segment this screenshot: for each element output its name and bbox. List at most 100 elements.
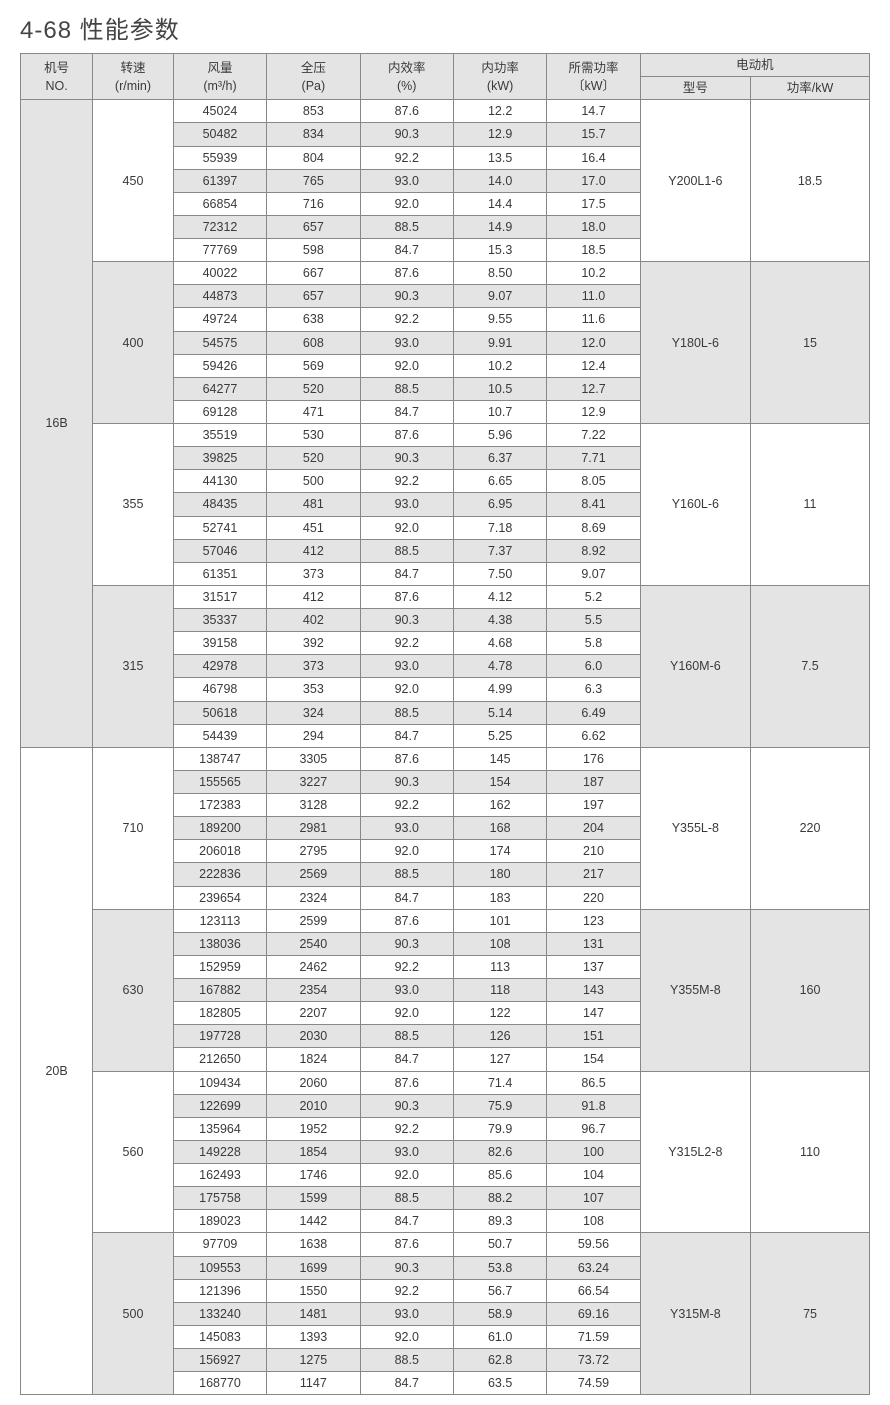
hdr-speed: 转速 (r/min) bbox=[93, 54, 174, 100]
data-cell: 7.37 bbox=[453, 539, 546, 562]
data-cell: 204 bbox=[547, 817, 640, 840]
data-cell: 92.0 bbox=[360, 1164, 453, 1187]
data-cell: 172383 bbox=[173, 794, 266, 817]
speed-cell: 560 bbox=[93, 1071, 174, 1233]
data-cell: 2324 bbox=[267, 886, 360, 909]
data-cell: 93.0 bbox=[360, 493, 453, 516]
data-cell: 93.0 bbox=[360, 655, 453, 678]
data-cell: 131 bbox=[547, 932, 640, 955]
data-cell: 8.69 bbox=[547, 516, 640, 539]
data-cell: 31517 bbox=[173, 585, 266, 608]
motor-model-cell: Y160M-6 bbox=[640, 585, 750, 747]
data-cell: 2207 bbox=[267, 1002, 360, 1025]
table-row: 50097709163887.650.759.56Y315M-875 bbox=[21, 1233, 870, 1256]
data-cell: 93.0 bbox=[360, 331, 453, 354]
data-cell: 520 bbox=[267, 447, 360, 470]
motor-model-cell: Y180L-6 bbox=[640, 262, 750, 424]
table-header: 机号 NO. 转速 (r/min) 风量 (m³/h) 全压 (Pa) 内效率 … bbox=[21, 54, 870, 100]
data-cell: 126 bbox=[453, 1025, 546, 1048]
data-cell: 71.59 bbox=[547, 1325, 640, 1348]
data-cell: 183 bbox=[453, 886, 546, 909]
data-cell: 72312 bbox=[173, 215, 266, 238]
data-cell: 90.3 bbox=[360, 609, 453, 632]
motor-model-cell: Y315L2-8 bbox=[640, 1071, 750, 1233]
data-cell: 392 bbox=[267, 632, 360, 655]
data-cell: 87.6 bbox=[360, 909, 453, 932]
data-cell: 92.0 bbox=[360, 516, 453, 539]
data-cell: 834 bbox=[267, 123, 360, 146]
data-cell: 84.7 bbox=[360, 400, 453, 423]
data-cell: 1442 bbox=[267, 1210, 360, 1233]
hdr-no-1: 机号 bbox=[44, 61, 69, 75]
motor-power-cell: 160 bbox=[751, 909, 870, 1071]
data-cell: 18.0 bbox=[547, 215, 640, 238]
data-cell: 44873 bbox=[173, 285, 266, 308]
hdr-ipow: 内功率 (kW) bbox=[453, 54, 546, 100]
data-cell: 412 bbox=[267, 539, 360, 562]
data-cell: 716 bbox=[267, 192, 360, 215]
data-cell: 3305 bbox=[267, 747, 360, 770]
hdr-rpow: 所需功率 〔kW〕 bbox=[547, 54, 640, 100]
data-cell: 84.7 bbox=[360, 886, 453, 909]
data-cell: 412 bbox=[267, 585, 360, 608]
data-cell: 1550 bbox=[267, 1279, 360, 1302]
data-cell: 92.0 bbox=[360, 1002, 453, 1025]
data-cell: 154 bbox=[453, 770, 546, 793]
data-cell: 121396 bbox=[173, 1279, 266, 1302]
data-cell: 162 bbox=[453, 794, 546, 817]
data-cell: 62.8 bbox=[453, 1349, 546, 1372]
data-cell: 88.5 bbox=[360, 215, 453, 238]
data-cell: 1275 bbox=[267, 1349, 360, 1372]
hdr-flow-2: (m³/h) bbox=[203, 79, 236, 93]
data-cell: 61.0 bbox=[453, 1325, 546, 1348]
data-cell: 4.78 bbox=[453, 655, 546, 678]
data-cell: 239654 bbox=[173, 886, 266, 909]
table-body: 16B4504502485387.612.214.7Y200L1-618.550… bbox=[21, 100, 870, 1395]
data-cell: 88.5 bbox=[360, 1025, 453, 1048]
data-cell: 197728 bbox=[173, 1025, 266, 1048]
data-cell: 88.5 bbox=[360, 1187, 453, 1210]
page-title: 4-68 性能参数 bbox=[20, 10, 870, 45]
data-cell: 176 bbox=[547, 747, 640, 770]
data-cell: 3227 bbox=[267, 770, 360, 793]
speed-cell: 315 bbox=[93, 585, 174, 747]
hdr-eff: 内效率 (%) bbox=[360, 54, 453, 100]
data-cell: 90.3 bbox=[360, 1256, 453, 1279]
hdr-press-2: (Pa) bbox=[302, 79, 326, 93]
data-cell: 638 bbox=[267, 308, 360, 331]
data-cell: 13.5 bbox=[453, 146, 546, 169]
data-cell: 90.3 bbox=[360, 770, 453, 793]
data-cell: 87.6 bbox=[360, 100, 453, 123]
data-cell: 14.4 bbox=[453, 192, 546, 215]
data-cell: 147 bbox=[547, 1002, 640, 1025]
data-cell: 92.2 bbox=[360, 632, 453, 655]
data-cell: 48435 bbox=[173, 493, 266, 516]
data-cell: 87.6 bbox=[360, 1071, 453, 1094]
data-cell: 182805 bbox=[173, 1002, 266, 1025]
data-cell: 85.6 bbox=[453, 1164, 546, 1187]
hdr-flow: 风量 (m³/h) bbox=[173, 54, 266, 100]
data-cell: 88.5 bbox=[360, 1349, 453, 1372]
data-cell: 39158 bbox=[173, 632, 266, 655]
data-cell: 667 bbox=[267, 262, 360, 285]
data-cell: 162493 bbox=[173, 1164, 266, 1187]
data-cell: 123113 bbox=[173, 909, 266, 932]
data-cell: 373 bbox=[267, 562, 360, 585]
hdr-speed-1: 转速 bbox=[120, 61, 145, 75]
data-cell: 6.0 bbox=[547, 655, 640, 678]
data-cell: 84.7 bbox=[360, 1372, 453, 1395]
hdr-eff-1: 内效率 bbox=[388, 61, 426, 75]
motor-power-cell: 15 bbox=[751, 262, 870, 424]
data-cell: 212650 bbox=[173, 1048, 266, 1071]
data-cell: 189023 bbox=[173, 1210, 266, 1233]
data-cell: 17.5 bbox=[547, 192, 640, 215]
motor-power-cell: 75 bbox=[751, 1233, 870, 1395]
data-cell: 2462 bbox=[267, 955, 360, 978]
data-cell: 50482 bbox=[173, 123, 266, 146]
data-cell: 66854 bbox=[173, 192, 266, 215]
data-cell: 1824 bbox=[267, 1048, 360, 1071]
data-cell: 12.7 bbox=[547, 377, 640, 400]
data-cell: 92.2 bbox=[360, 955, 453, 978]
data-cell: 4.12 bbox=[453, 585, 546, 608]
data-cell: 12.2 bbox=[453, 100, 546, 123]
